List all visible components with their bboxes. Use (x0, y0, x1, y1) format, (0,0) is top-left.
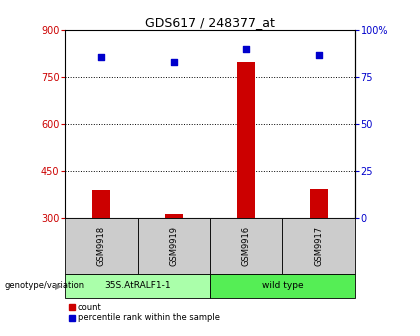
Point (315, 52, 322, 57)
Bar (237, 61, 255, 218)
Title: GDS617 / 248377_at: GDS617 / 248377_at (145, 16, 275, 29)
Bar (92, 190, 110, 218)
Bar (310, 188, 328, 218)
Point (98, 54, 105, 59)
Legend: count, percentile rank within the sample: count, percentile rank within the sample (69, 303, 220, 323)
Text: genotype/variation: genotype/variation (4, 282, 84, 290)
Text: GSM9918: GSM9918 (97, 226, 106, 266)
Text: GSM9919: GSM9919 (169, 226, 178, 266)
Text: GSM9917: GSM9917 (314, 226, 323, 266)
Text: GSM9916: GSM9916 (242, 226, 251, 266)
Bar (165, 214, 183, 218)
Text: ▶: ▶ (55, 282, 62, 290)
Point (171, 59, 177, 65)
Text: 35S.AtRALF1-1: 35S.AtRALF1-1 (104, 282, 171, 290)
Point (243, 46, 249, 52)
Text: wild type: wild type (262, 282, 303, 290)
